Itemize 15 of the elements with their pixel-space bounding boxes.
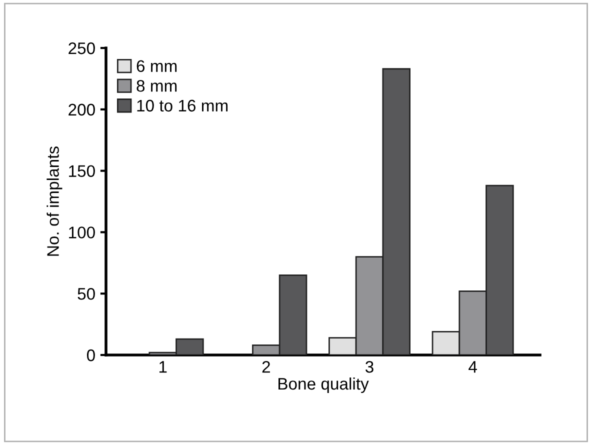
x-tick-label: 4 [468, 361, 477, 373]
y-tick-label: 100 [69, 226, 95, 238]
legend-label: 8 mm [136, 80, 177, 92]
x-axis-title: Bone quality [278, 377, 369, 394]
x-tick-label: 1 [159, 361, 167, 373]
x-tick-label: 3 [366, 360, 374, 373]
legend-label: 6 mm [136, 60, 177, 72]
y-tick-label: 200 [68, 104, 95, 116]
y-axis-title: No. of implants [46, 146, 62, 256]
legend-label: 10 to 16 mm [137, 100, 228, 112]
y-tick-label: 150 [69, 165, 95, 178]
x-tick-label: 2 [262, 360, 270, 373]
y-tick-label: 50 [78, 288, 95, 300]
y-tick-label: 250 [68, 42, 95, 54]
y-tick-label: 0 [86, 349, 95, 362]
